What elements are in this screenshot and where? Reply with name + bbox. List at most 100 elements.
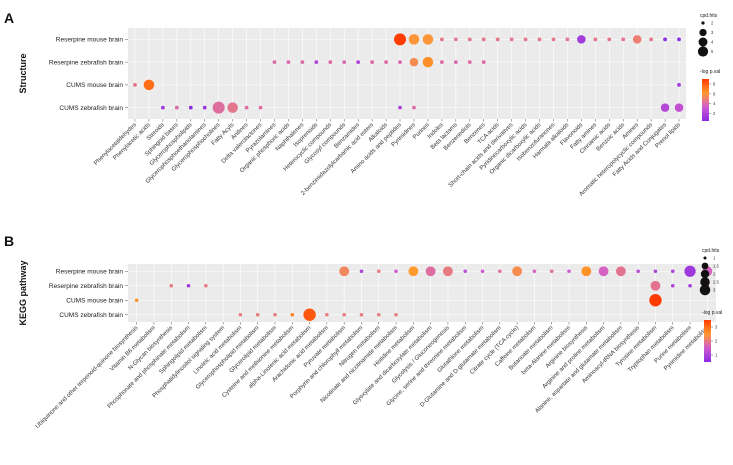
data-point [394,312,398,317]
data-point [523,37,528,42]
data-point [453,37,458,42]
data-point [394,33,407,46]
data-point [674,103,684,112]
size-legend-marker [700,269,710,279]
data-point [425,266,436,277]
data-point [422,34,434,45]
size-legend-marker [700,277,710,287]
data-point [314,60,319,65]
data-point [204,283,208,288]
data-point [134,298,139,303]
data-point [258,105,263,110]
color-legend-label: 2 [715,339,718,344]
size-legend-title: cpd.hits [700,13,718,19]
data-point [495,37,500,42]
y-axis-title: Structure [18,53,28,93]
panel-b-letter: B [4,233,14,249]
size-legend-label: 2 [711,21,714,26]
size-legend-label: 5 [711,49,714,54]
data-point [255,312,260,317]
color-legend-label: 8 [713,81,716,86]
data-point [509,37,514,42]
data-point [663,37,667,42]
data-point [303,308,316,321]
row-label: CUMS mouse brain [66,82,123,89]
data-point [300,60,305,65]
data-point [272,60,277,65]
size-legend-label: 1 [713,256,716,261]
data-point [532,269,537,274]
data-point [537,37,542,42]
data-point [356,60,361,65]
row-label: Reserpine mouse brain [56,37,124,44]
data-point [342,312,346,317]
data-point [598,266,609,277]
data-point [359,312,364,317]
data-point [615,266,626,277]
data-point [398,60,402,65]
color-legend-label: 2 [713,111,716,116]
data-point [581,266,592,277]
data-point [649,37,654,42]
color-legend-label: 4 [713,101,716,106]
data-point [409,57,419,67]
data-point [325,312,329,317]
row-label: Reserpine mouse brain [56,269,124,276]
data-point [328,60,333,65]
column-label: D-Glutamine and D-glutamate metabolism [419,325,502,408]
data-point [649,294,662,307]
row-label: CUMS zebrafish brain [59,105,123,112]
data-point [408,34,420,45]
data-point [670,283,675,288]
data-point [394,269,398,274]
data-point [202,105,207,110]
column-label: Glycine, serine and threonine metabolism [386,325,468,407]
data-point [660,103,670,112]
column-label: Ubiquinone and other terpenoid-quinone b… [35,325,140,430]
data-point [133,82,137,87]
data-point [684,265,696,277]
data-point [467,37,472,42]
data-point [408,266,419,277]
data-point [481,60,486,65]
size-legend-marker [703,256,707,260]
data-point [549,269,554,274]
data-point [567,269,571,274]
data-point [169,283,174,288]
data-point [188,105,193,110]
data-point [498,269,502,274]
size-legend-marker [698,37,708,47]
panel-b-chart: KEGG pathway Reserpine mouse brain Reserpi… [18,248,722,430]
data-point [443,266,453,277]
color-legend-bar [702,79,709,121]
size-legend-label: 1.5 [713,264,719,269]
size-legend-title: cpd.hits [702,248,720,254]
size-legend-marker [697,46,709,57]
row-label: CUMS mouse brain [66,298,123,305]
column-label: Glycerophospholipid metabolism [195,325,261,391]
data-point [273,312,277,317]
color-legend-title: -log p.val [702,310,722,316]
data-point [607,37,612,42]
data-point [481,37,486,42]
size-legend-label: 3 [711,30,714,35]
data-point [439,37,444,42]
row-label: Reserpine zebrafish brain [49,283,123,290]
size-legend-marker [699,284,711,296]
data-point [632,35,642,44]
data-point [621,37,626,42]
data-point [376,269,381,274]
data-point [593,37,598,42]
y-axis-title: KEGG pathway [18,260,28,325]
data-point [565,37,570,42]
data-point [398,105,402,110]
data-point [227,102,238,113]
data-point [143,79,155,91]
data-point [577,35,586,44]
color-legend-bar [704,320,711,362]
data-point [677,37,681,42]
size-legend-label: 2 [713,272,716,277]
color-legend-label: 6 [713,91,716,96]
plot-background [128,264,716,322]
data-point [384,60,388,65]
